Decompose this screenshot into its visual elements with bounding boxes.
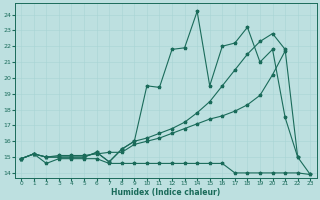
X-axis label: Humidex (Indice chaleur): Humidex (Indice chaleur) [111, 188, 220, 197]
